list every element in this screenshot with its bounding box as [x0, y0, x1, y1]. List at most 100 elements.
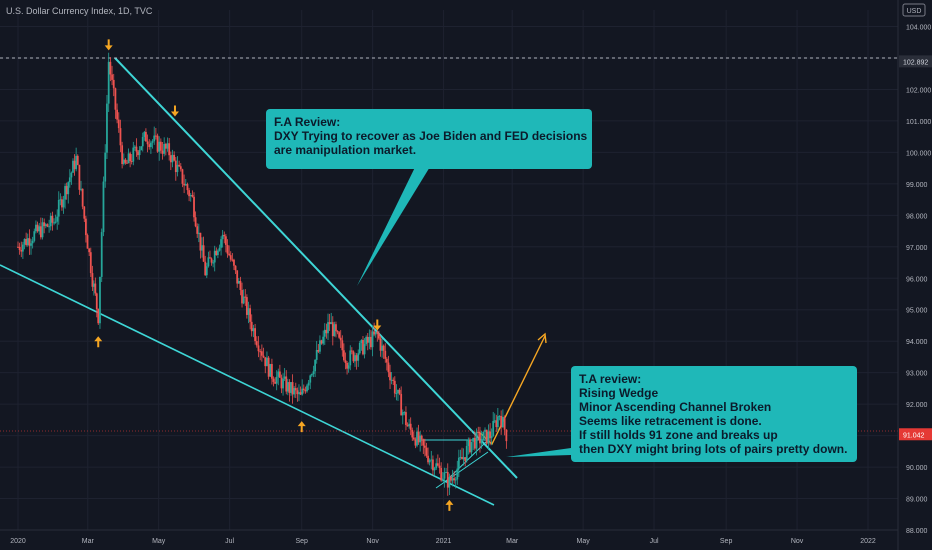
candle-body: [216, 250, 219, 256]
candle-body: [221, 234, 224, 240]
y-tick-label: 104.000: [906, 25, 931, 32]
candle-body: [422, 439, 425, 446]
candle-body: [338, 332, 341, 338]
chart-title: U.S. Dollar Currency Index, 1D, TVC: [6, 6, 153, 16]
candle-body: [81, 188, 84, 207]
candle-body: [274, 381, 276, 384]
candle-body: [102, 181, 105, 233]
candle-body: [88, 248, 91, 253]
candle-body: [33, 231, 36, 241]
candle-body: [309, 375, 312, 383]
x-tick-label: Sep: [295, 538, 308, 545]
candle-body: [41, 222, 44, 238]
candle-body: [59, 199, 62, 201]
candle-body: [446, 472, 449, 488]
candle-body: [285, 376, 288, 392]
candle-body: [352, 351, 355, 362]
candle-body: [445, 472, 448, 474]
candle-body: [496, 416, 499, 428]
candle-body: [62, 199, 65, 208]
candle-body: [121, 145, 124, 164]
candle-body: [196, 226, 199, 234]
candle-body: [453, 478, 456, 481]
candle-body: [191, 195, 194, 197]
candle-body: [419, 435, 422, 443]
candle-body: [374, 331, 377, 335]
candle-body: [104, 152, 107, 182]
candle-body: [283, 376, 286, 379]
candle-body: [241, 290, 243, 304]
candle-body: [194, 217, 197, 227]
candle-body: [153, 135, 156, 142]
candle-body: [73, 160, 76, 170]
candle-body: [456, 468, 459, 480]
candle-body: [226, 244, 229, 254]
candle-body: [489, 431, 491, 439]
candle-body: [95, 293, 98, 310]
candle-body: [154, 135, 157, 137]
candle-body: [228, 253, 231, 256]
candle-body: [65, 186, 68, 195]
candle-body: [430, 459, 433, 461]
candle-body: [441, 478, 444, 481]
candle-body: [207, 257, 210, 267]
candle-body: [114, 88, 117, 110]
candle-body: [365, 336, 368, 345]
x-tick-label: May: [576, 538, 590, 545]
candle-body: [25, 239, 28, 246]
candle-body: [163, 143, 166, 154]
candle-body: [438, 465, 441, 468]
candle-body: [260, 351, 263, 356]
candle-body: [164, 143, 167, 149]
candle-body: [323, 329, 326, 337]
candle-body: [414, 439, 417, 446]
candle-body: [17, 246, 19, 248]
candle-body: [492, 420, 495, 437]
candle-body: [342, 350, 345, 361]
candle-body: [436, 463, 439, 466]
y-tick-label: 89.000: [906, 497, 928, 504]
candle-body: [461, 457, 463, 460]
candle-body: [454, 479, 457, 481]
candle-body: [168, 143, 171, 156]
candle-body: [76, 155, 79, 165]
candle-body: [277, 371, 280, 377]
candle-body: [213, 250, 216, 263]
candle-body: [181, 169, 184, 184]
candle-body: [56, 216, 59, 222]
candle-body: [317, 349, 320, 352]
candle-body: [61, 199, 63, 208]
candle-body: [148, 144, 151, 148]
candle-body: [176, 164, 179, 173]
candle-body: [498, 415, 501, 417]
candle-body: [100, 232, 103, 277]
candle-body: [209, 257, 211, 259]
candle-body: [250, 321, 253, 332]
candle-body: [355, 355, 358, 361]
candle-body: [140, 146, 143, 150]
candle-body: [390, 379, 393, 381]
candle-body: [179, 166, 182, 170]
candle-body: [443, 472, 446, 479]
candle-body: [111, 74, 113, 80]
x-tick-label: 2021: [436, 538, 452, 545]
candle-body: [336, 331, 339, 333]
candles: [17, 52, 508, 496]
candle-body: [97, 309, 100, 324]
candle-body: [472, 437, 475, 442]
candle-body: [335, 324, 337, 332]
y-tick-label: 99.000: [906, 182, 928, 189]
candle-body: [490, 436, 493, 439]
candle-body: [485, 429, 488, 444]
candle-body: [293, 388, 296, 395]
candle-body: [272, 378, 275, 382]
candle-body: [109, 61, 112, 75]
candle-body: [245, 297, 248, 315]
candle-body: [301, 388, 304, 395]
candle-body: [257, 345, 260, 352]
candle-body: [370, 336, 372, 348]
candle-body: [290, 382, 292, 393]
y-tick-label: 98.000: [906, 213, 928, 220]
candle-body: [49, 215, 52, 227]
